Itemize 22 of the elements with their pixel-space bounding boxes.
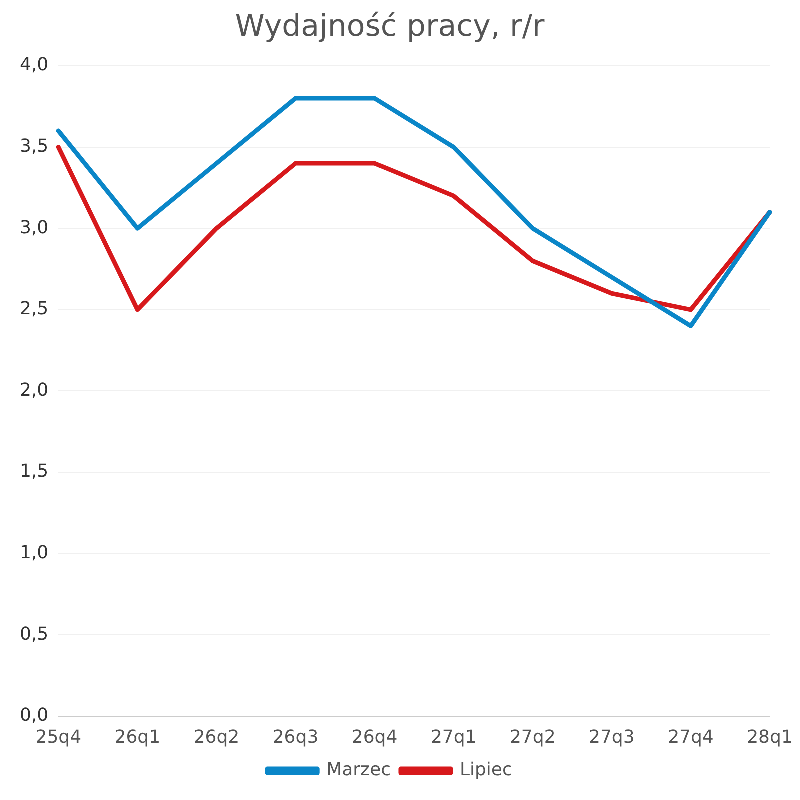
y-tick-label: 3,0 — [20, 217, 49, 238]
x-tick-label: 25q4 — [36, 726, 82, 748]
y-tick-label: 0,0 — [20, 705, 49, 726]
x-tick-label: 27q1 — [430, 726, 477, 748]
y-tick-label: 2,5 — [20, 298, 49, 320]
x-tick-label: 27q4 — [668, 726, 714, 748]
y-tick-label: 4,0 — [20, 54, 49, 76]
y-tick-label: 1,0 — [20, 542, 49, 564]
x-tick-label: 27q3 — [589, 726, 635, 748]
x-tick-label: 28q1 — [747, 726, 793, 748]
x-tick-label: 27q2 — [510, 726, 556, 748]
x-tick-label: 26q4 — [352, 726, 398, 748]
x-tick-label: 26q2 — [194, 726, 240, 748]
legend-label: Lipiec — [460, 760, 512, 781]
legend-label: Marzec — [326, 760, 391, 781]
y-tick-label: 3,5 — [20, 136, 49, 157]
y-tick-label: 0,5 — [20, 624, 49, 645]
x-tick-label: 26q3 — [272, 726, 319, 748]
x-tick-label: 26q1 — [114, 726, 161, 748]
y-tick-label: 1,5 — [20, 461, 49, 482]
y-tick-label: 2,0 — [20, 380, 49, 401]
chart-title: Wydajność pracy, r/r — [235, 8, 546, 44]
